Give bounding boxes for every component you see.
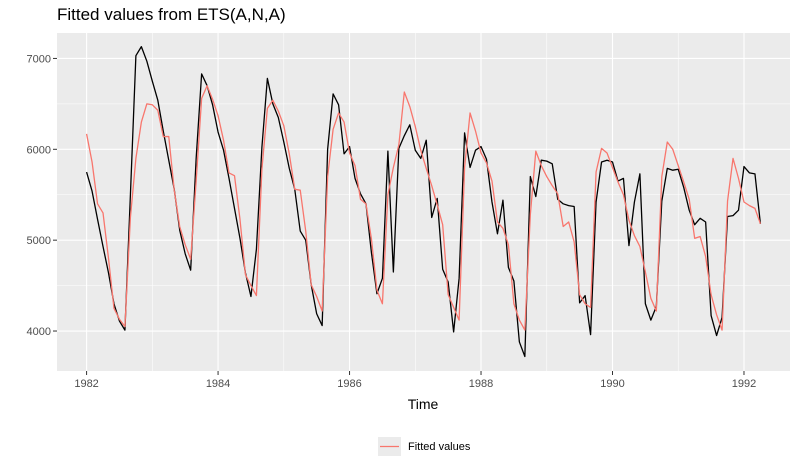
plot-panel <box>57 33 790 371</box>
y-tick-label: 6000 <box>27 144 51 156</box>
y-tick-label: 5000 <box>27 235 51 247</box>
x-tick-label: 1982 <box>74 378 98 390</box>
y-tick-label: 4000 <box>27 326 51 338</box>
minor-gridlines <box>57 33 790 371</box>
legend: Fitted values <box>378 437 471 456</box>
series-line-observed <box>85 45 762 358</box>
series-line-fitted <box>85 85 762 331</box>
y-tick-label: 7000 <box>27 53 51 65</box>
chart-title: Fitted values from ETS(A,N,A) <box>57 5 286 24</box>
x-tick-label: 1986 <box>337 378 361 390</box>
series-layer <box>85 45 762 358</box>
legend-label-fitted-values: Fitted values <box>408 441 471 453</box>
x-tick-label: 1988 <box>469 378 493 390</box>
axis-layer: 1982 1984 1986 1988 1990 1992 4000 5000 6000 7000 <box>27 53 757 390</box>
x-tick-label: 1992 <box>732 378 756 390</box>
x-tick-label: 1990 <box>600 378 624 390</box>
x-axis-title: Time <box>408 396 439 412</box>
x-tick-label: 1984 <box>206 378 230 390</box>
